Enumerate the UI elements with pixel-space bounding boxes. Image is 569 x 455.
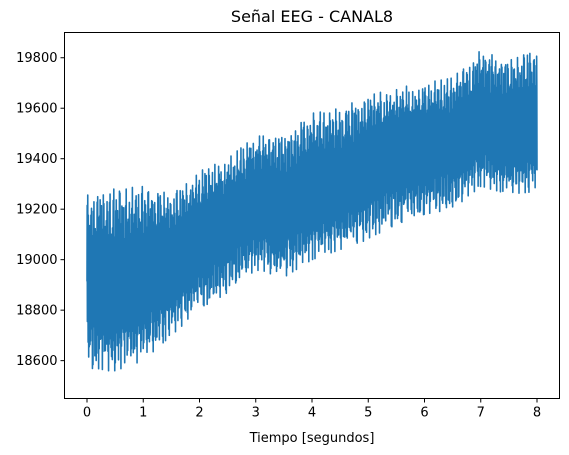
y-tick-label: 19800	[16, 51, 57, 66]
x-tick-label: 7	[477, 406, 485, 421]
plot-area	[86, 51, 538, 372]
x-tick-label: 0	[83, 406, 91, 421]
x-axis-label: Tiempo [segundos]	[249, 431, 375, 446]
y-axis: 18600 18800 19000 19200 19400 19600 19800	[16, 51, 65, 369]
x-tick-label: 2	[195, 406, 203, 421]
x-tick-label: 8	[533, 406, 541, 421]
y-tick-label: 19400	[16, 152, 57, 167]
x-axis: 0 1 2 3 4 5 6 7 8	[83, 398, 541, 421]
y-tick-label: 18800	[16, 304, 57, 319]
y-tick-label: 19600	[16, 102, 57, 117]
x-tick-label: 1	[139, 406, 147, 421]
series-line	[86, 51, 538, 372]
y-tick-label: 18600	[16, 354, 57, 369]
x-tick-label: 5	[364, 406, 372, 421]
y-tick-label: 19200	[16, 203, 57, 218]
x-tick-label: 6	[420, 406, 428, 421]
y-tick-label: 19000	[16, 253, 57, 268]
x-tick-label: 3	[252, 406, 260, 421]
chart-title: Señal EEG - CANAL8	[231, 7, 393, 26]
x-tick-label: 4	[308, 406, 316, 421]
